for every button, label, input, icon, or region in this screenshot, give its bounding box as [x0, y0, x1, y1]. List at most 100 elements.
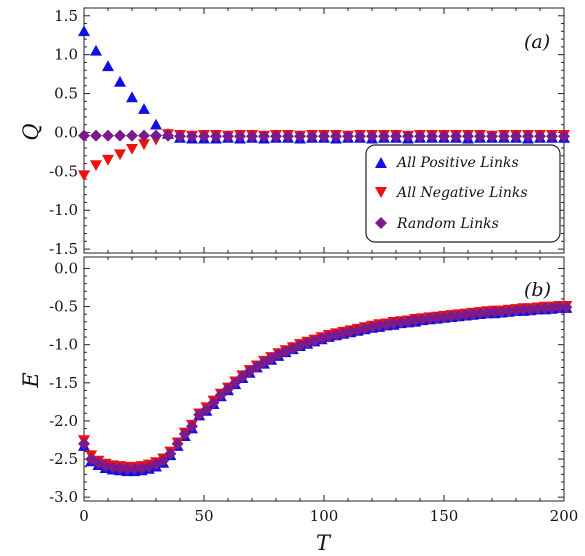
data-point	[128, 463, 141, 475]
data-point	[121, 463, 134, 475]
data-point	[394, 316, 407, 329]
data-point	[534, 130, 546, 143]
data-point	[138, 129, 150, 142]
data-point	[510, 304, 522, 317]
data-point	[258, 130, 270, 143]
data-point	[186, 420, 198, 433]
data-point	[318, 130, 330, 143]
panel-a-x-ticks	[83, 8, 565, 253]
data-point	[236, 370, 249, 383]
data-point	[445, 310, 458, 323]
data-point	[150, 129, 162, 142]
data-point	[150, 118, 162, 130]
data-point	[531, 302, 544, 315]
y-tick-label: -0.5	[49, 162, 78, 180]
legend-marker-positive	[375, 157, 387, 168]
data-point	[178, 427, 191, 440]
panel-a-points	[78, 25, 570, 182]
y-tick-label: 0.5	[54, 85, 78, 103]
panel-a-y-axis-title: Q	[19, 123, 43, 140]
data-point	[402, 130, 414, 143]
data-point	[126, 91, 138, 103]
data-point	[138, 103, 150, 114]
y-tick-label: -1.0	[49, 336, 78, 354]
series-triangle-up	[78, 25, 570, 144]
data-point	[553, 301, 566, 314]
data-point	[102, 60, 114, 72]
data-point	[502, 305, 515, 318]
data-point	[495, 305, 508, 318]
legend: All Positive Links All Negative Links Ra…	[365, 144, 561, 243]
series-diamond	[78, 301, 573, 475]
data-point	[354, 130, 366, 143]
data-point	[510, 130, 522, 143]
data-point	[90, 44, 102, 56]
data-point	[466, 308, 479, 321]
data-point	[373, 319, 386, 332]
x-axis-title: T	[316, 531, 332, 555]
data-point	[423, 312, 436, 325]
data-point	[114, 149, 126, 161]
panel-b-label: (b)	[524, 279, 551, 301]
data-point	[430, 312, 443, 324]
data-point	[246, 130, 258, 143]
data-point	[462, 130, 474, 143]
data-point	[517, 303, 530, 316]
data-point	[342, 130, 354, 143]
data-point	[222, 382, 234, 395]
y-tick-label: -1.0	[49, 201, 78, 219]
data-point	[138, 139, 150, 151]
series-triangle-up	[78, 302, 573, 477]
y-tick-label: -1.5	[49, 240, 78, 258]
data-point	[366, 130, 378, 143]
data-point	[414, 130, 426, 143]
data-point	[546, 130, 558, 143]
x-tick-label: 100	[310, 507, 339, 525]
data-point	[426, 130, 438, 143]
data-point	[114, 129, 126, 142]
y-tick-label: -1.5	[49, 374, 78, 392]
data-point	[498, 130, 510, 143]
data-point	[78, 129, 90, 142]
y-tick-label: -0.5	[49, 298, 78, 316]
data-point	[78, 25, 90, 37]
x-tick-label: 200	[550, 507, 579, 525]
y-tick-label: -2.5	[49, 450, 78, 468]
data-point	[214, 389, 227, 401]
data-point	[481, 306, 494, 319]
data-point	[390, 130, 402, 143]
panel-a-label: (a)	[524, 31, 550, 53]
data-point	[409, 314, 422, 327]
data-point	[174, 130, 186, 143]
data-point	[488, 305, 501, 318]
data-point	[538, 302, 551, 315]
data-point	[294, 130, 306, 143]
panel-b-x-ticks: 0 50 100 150 200	[79, 257, 578, 525]
y-tick-label: 1.5	[54, 7, 78, 25]
data-point	[438, 311, 450, 324]
data-point	[114, 462, 126, 475]
data-point	[78, 170, 90, 182]
y-tick-label: 0.0	[54, 259, 78, 277]
data-point	[200, 403, 213, 416]
panel-a: -1.5 -1.0 -0.5 0.0 0.5 1.0 1.5 (a) Q All Posit…	[19, 7, 570, 258]
data-point	[198, 130, 210, 143]
data-point	[234, 130, 246, 143]
data-point	[193, 408, 206, 421]
panel-b-points	[78, 301, 573, 477]
data-point	[229, 376, 242, 389]
data-point	[171, 437, 184, 450]
data-point	[438, 130, 450, 143]
data-point	[90, 160, 102, 172]
x-tick-label: 50	[194, 507, 213, 525]
y-tick-label: -2.0	[49, 412, 78, 430]
data-point	[452, 309, 465, 322]
data-point	[157, 454, 170, 467]
data-point	[162, 129, 174, 142]
panel-b: -3.0 -2.5 -2.0 -1.5 -1.0 -0.5 0.0 0 50 100 150 200…	[19, 256, 578, 555]
data-point	[186, 130, 198, 143]
data-point	[387, 317, 400, 330]
data-point	[524, 303, 537, 316]
data-point	[102, 129, 114, 142]
